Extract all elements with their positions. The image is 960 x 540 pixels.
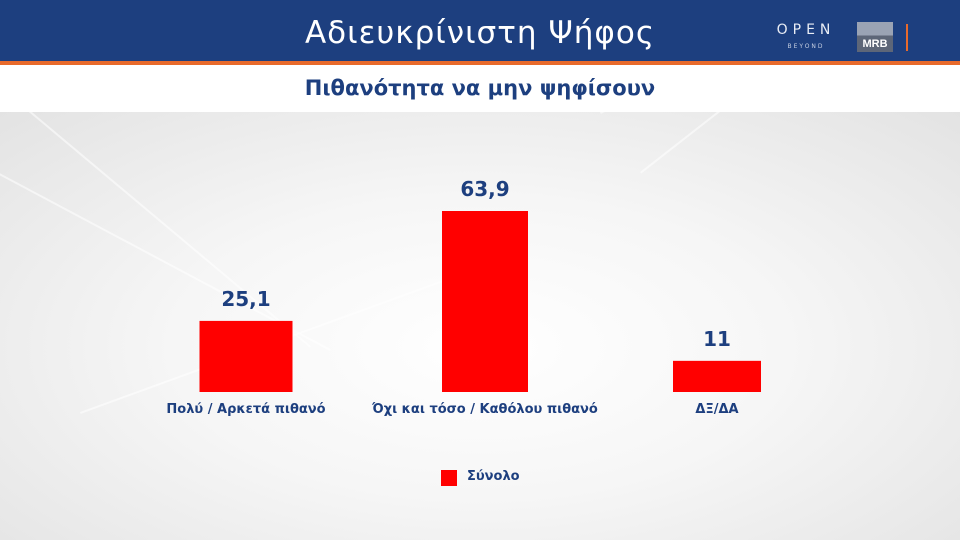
bar-value-label: 25,1 [221,287,270,311]
bar-2 [442,211,528,392]
mrb-logo: MRB [857,22,893,52]
category-label: Όχι και τόσο / Καθόλου πιθανό [371,402,598,417]
header-accent-line [0,61,960,65]
category-label: ΔΞ/ΔΑ [695,402,738,417]
legend-label: Σύνολο [467,469,520,484]
bar-value-label: 11 [703,327,731,351]
chart-title: Πιθανότητα να μην ψηφίσουν [304,76,656,100]
bar-3 [673,360,761,392]
logo-divider [906,24,908,51]
header-bar [0,0,960,61]
category-label: Πολύ / Αρκετά πιθανό [166,402,325,417]
open-logo: OPEN [776,22,836,38]
page-title: Αδιευκρίνιστη Ψήφος [304,15,656,51]
open-logo-tagline: BEYOND [787,43,825,50]
bar-value-label: 63,9 [460,177,509,201]
bar-1 [199,320,293,392]
legend-swatch [441,470,457,486]
